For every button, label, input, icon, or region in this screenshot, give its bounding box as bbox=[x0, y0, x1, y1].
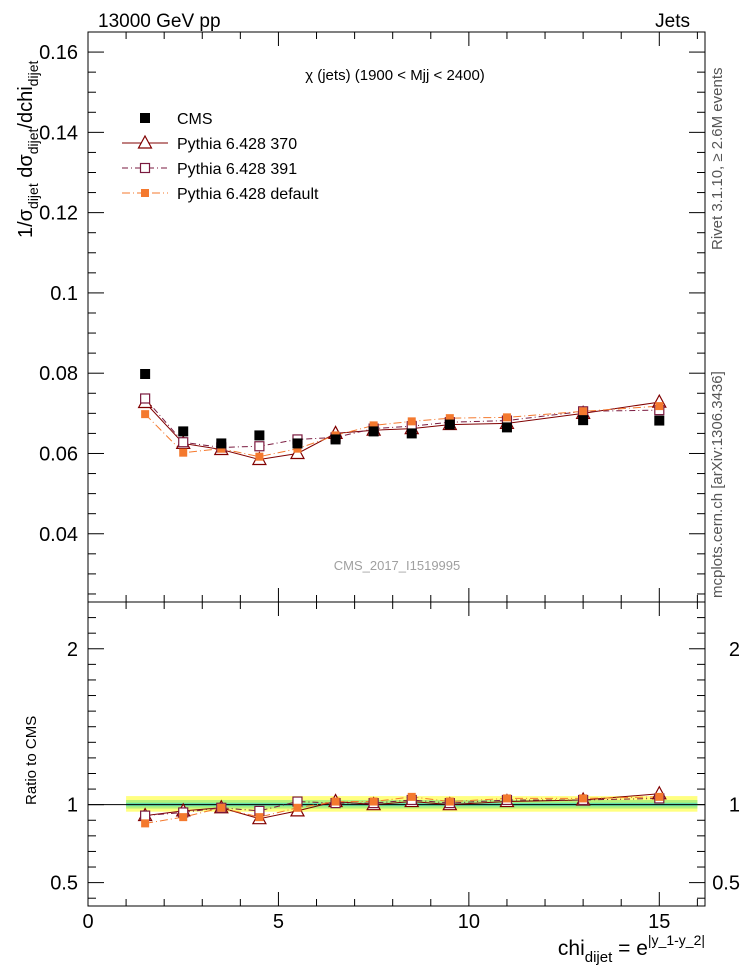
data-point-cms bbox=[216, 438, 227, 449]
y-axis-label-ratio: Ratio to CMS bbox=[23, 716, 40, 805]
y-tick-label-ratio-right: 2 bbox=[729, 639, 740, 661]
data-point-mc bbox=[369, 421, 378, 430]
y-tick-label-ratio-right: 1 bbox=[729, 795, 740, 817]
data-point-mc bbox=[179, 448, 188, 457]
header-left: 13000 GeV pp bbox=[98, 11, 221, 32]
data-point-cms bbox=[368, 426, 379, 437]
legend-marker bbox=[141, 189, 149, 197]
ratio-point-mc bbox=[140, 810, 151, 821]
data-point-mc bbox=[141, 410, 150, 419]
y-tick-label-main: 0.08 bbox=[39, 363, 78, 385]
data-point-cms bbox=[330, 434, 341, 445]
data-point-mc bbox=[445, 414, 454, 423]
main-series-layer bbox=[137, 369, 667, 466]
data-point-mc bbox=[217, 444, 226, 453]
y-tick-label-ratio: 1 bbox=[67, 795, 78, 817]
data-point-cms bbox=[254, 430, 265, 441]
ratio-point-mc bbox=[179, 813, 188, 822]
series-line-ratio bbox=[145, 796, 660, 824]
legend-label: Pythia 6.428 370 bbox=[177, 136, 297, 153]
x-tick-label: 10 bbox=[458, 911, 480, 933]
ratio-point-mc bbox=[255, 813, 264, 822]
data-point-mc bbox=[178, 437, 189, 448]
ratio-point-mc bbox=[217, 803, 226, 812]
ratio-point-mc bbox=[655, 792, 664, 801]
y-tick-label-main: 0.14 bbox=[39, 122, 78, 144]
ratio-point-mc bbox=[502, 794, 511, 803]
y-tick-label-main: 0.1 bbox=[50, 283, 78, 305]
data-point-cms bbox=[654, 415, 665, 426]
data-point-mc bbox=[255, 452, 264, 461]
header-right: Jets bbox=[655, 11, 690, 32]
legend-label: CMS bbox=[177, 111, 213, 128]
y-tick-label-main: 0.06 bbox=[39, 443, 78, 465]
svg-text:1/σdijet dσdijet/dchidijet: 1/σdijet dσdijet/dchidijet bbox=[15, 61, 41, 238]
ratio-series-layer bbox=[137, 785, 667, 828]
data-point-mc bbox=[254, 441, 265, 452]
ratio-point-mc bbox=[141, 819, 150, 828]
chart-title: χ (jets) (1900 < Mjj < 2400) bbox=[305, 67, 485, 84]
ratio-point-mc bbox=[331, 797, 340, 806]
data-point-cms bbox=[406, 428, 417, 439]
series-line-main bbox=[144, 405, 660, 458]
y-tick-label-main: 0.04 bbox=[39, 524, 78, 546]
data-point-mc bbox=[293, 444, 302, 453]
series-line-main bbox=[144, 401, 660, 461]
ratio-point-mc bbox=[445, 797, 454, 806]
ratio-point-mc bbox=[579, 794, 588, 803]
ratio-point-mc bbox=[369, 797, 378, 806]
ratio-panel-frame bbox=[87, 601, 706, 907]
series-line-ratio bbox=[145, 797, 660, 817]
data-point-mc bbox=[502, 413, 511, 422]
x-tick-label: 0 bbox=[82, 911, 93, 933]
analysis-watermark: CMS_2017_I1519995 bbox=[334, 558, 461, 573]
data-point-cms bbox=[444, 419, 455, 430]
data-point-cms bbox=[578, 415, 589, 426]
series-line-main bbox=[144, 398, 660, 448]
y-tick-label-main: 0.16 bbox=[39, 42, 78, 64]
legend-marker bbox=[139, 162, 151, 174]
y-tick-label-ratio: 0.5 bbox=[50, 873, 78, 895]
ratio-point-mc bbox=[407, 792, 416, 801]
svg-text:chidijet = e|y_1-y_2|: chidijet = e|y_1-y_2| bbox=[558, 932, 705, 966]
main-axis-ticks: 0.04 0.06 0.08 0.1 0.12 0.14 0.16 bbox=[39, 31, 705, 602]
legend-marker bbox=[137, 134, 153, 149]
data-point-cms bbox=[178, 426, 189, 437]
x-tick-label: 5 bbox=[273, 911, 284, 933]
data-point-mc bbox=[140, 393, 151, 404]
y-tick-label-ratio: 2 bbox=[67, 639, 78, 661]
data-point-mc bbox=[407, 417, 416, 426]
mcplots-label: mcplots.cern.ch [arXiv:1306.3436] bbox=[709, 371, 726, 598]
legend: CMS Pythia 6.428 370 Pythia 6.428 391 Pythi… bbox=[122, 111, 319, 203]
y-tick-label-main: 0.12 bbox=[39, 203, 78, 225]
legend-label: Pythia 6.428 391 bbox=[177, 161, 297, 178]
y-axis-label-main: 1/σdijet dσdijet/dchidijet bbox=[15, 61, 41, 238]
data-point-mc bbox=[579, 407, 588, 416]
legend-label: Pythia 6.428 default bbox=[177, 186, 319, 203]
data-point-cms bbox=[501, 422, 512, 433]
rivet-version-label: Rivet 3.1.10, ≥ 2.6M events bbox=[709, 68, 726, 251]
legend-marker-cms bbox=[140, 113, 150, 123]
ratio-point-mc bbox=[293, 803, 302, 812]
data-point-cms bbox=[292, 438, 303, 449]
data-point-cms bbox=[140, 369, 151, 379]
x-tick-label: 15 bbox=[648, 911, 670, 933]
ratio-axis-ticks: 0 5 10 15 0.5 0.5 1 1 2 2 bbox=[50, 602, 740, 933]
x-axis-label: chidijet = e|y_1-y_2| bbox=[558, 932, 705, 966]
y-tick-label-ratio-right: 0.5 bbox=[712, 873, 740, 895]
data-point-mc bbox=[655, 402, 664, 411]
